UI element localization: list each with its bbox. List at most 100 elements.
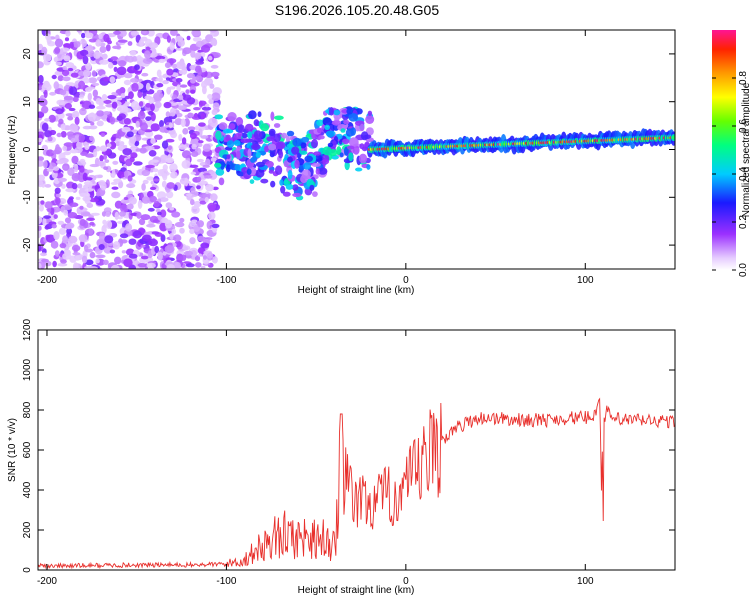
noise-cell [54,46,61,54]
noise-cell [110,136,116,142]
noise-cell [100,133,106,137]
signal-cell [333,109,341,116]
signal-cell [303,162,312,170]
noise-cell [132,230,142,239]
noise-cell [93,148,98,158]
noise-cell [102,219,107,225]
snr-series-line [38,397,675,570]
noise-cell [142,58,153,64]
noise-cell [41,46,48,56]
noise-cell [169,42,175,51]
signal-cell [292,184,299,191]
signal-cell [220,161,225,170]
noise-cell [194,255,201,262]
noise-cell [40,252,47,257]
signal-cell [361,146,368,152]
noise-cell [84,244,89,252]
snr-panel: -200 -100 0 100 0 200 400 600 800 1000 1200 Heigh… [7,318,676,596]
noise-cell [189,132,197,140]
snr-x-label: Height of straight line (km) [298,585,415,596]
signal-cell [273,133,281,143]
noise-cell [105,220,113,230]
noise-cell [69,86,78,96]
noise-cell [106,33,117,38]
snr-frame [37,329,676,571]
noise-cell [103,111,111,115]
noise-cell [111,169,116,178]
noise-cell [118,30,127,37]
signal-cell [279,179,284,186]
noise-cell [173,234,182,242]
noise-cell [167,145,172,151]
noise-cell [113,178,122,183]
noise-cell [110,264,120,269]
noise-cell [38,180,44,188]
noise-cell [176,84,181,92]
signal-cell [222,128,230,134]
signal-cell [226,154,231,160]
noise-cell [103,76,110,82]
noise-cell [49,91,57,96]
tick-label: 1000 [22,358,33,381]
noise-cell [55,61,62,66]
noise-cell [149,195,157,203]
signal-cell [359,123,365,132]
noise-cell [107,95,117,100]
noise-cell [90,212,100,216]
noise-cell [38,111,45,118]
noise-cell [118,211,126,217]
noise-cell [64,37,70,42]
noise-cell [197,235,205,242]
noise-cell [191,143,197,150]
noise-cell [71,155,79,164]
noise-cell [45,234,51,239]
noise-cell [144,95,152,100]
noise-cell [190,79,196,84]
noise-cell [85,169,94,173]
noise-cell [103,33,110,43]
noise-cell [140,255,149,260]
noise-cell [70,72,79,78]
noise-cell [155,208,161,213]
noise-cell [137,111,146,120]
noise-cell [191,30,201,37]
noise-cell [59,243,67,249]
noise-cell [78,133,86,143]
noise-cell [50,240,59,249]
noise-cell [96,120,104,127]
noise-cell [157,169,164,177]
noise-cell [81,107,86,111]
noise-cell [109,249,116,254]
noise-cell [198,140,204,144]
noise-cell [141,72,149,77]
tick-label: 100 [577,275,594,286]
noise-cell [43,160,48,169]
noise-cell [107,40,112,45]
noise-cell [79,219,86,226]
noise-cell [89,135,94,141]
noise-cell [53,214,58,220]
noise-cell [103,166,109,171]
noise-cell [126,203,134,210]
noise-cell [138,218,146,226]
noise-cell [118,113,126,120]
noise-cell [119,141,125,146]
noise-cell [57,177,67,182]
noise-cell [144,50,151,59]
noise-cell [200,112,206,120]
noise-cell [71,173,81,182]
noise-cell [64,103,72,109]
signal-cell [270,180,276,188]
noise-cell [175,61,186,70]
noise-cell [154,101,162,109]
noise-cell [198,100,207,106]
signal-cell [253,130,263,140]
signal-cell [236,150,241,160]
signal-cell [332,120,342,126]
noise-cell [153,201,160,208]
noise-cell [190,89,196,94]
signal-cell [286,143,293,148]
noise-cell [210,64,219,69]
noise-cell [112,241,121,250]
noise-cell [78,80,86,90]
